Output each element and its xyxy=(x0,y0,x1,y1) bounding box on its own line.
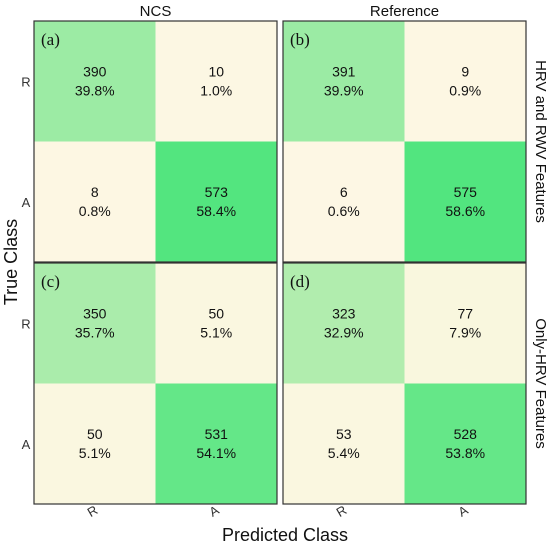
matrix-cell: 53 5.4% xyxy=(283,383,405,504)
cell-fill xyxy=(155,141,277,262)
y-axis-label: True Class xyxy=(1,219,21,305)
cell-count: 50 xyxy=(208,305,224,321)
cell-fill xyxy=(34,383,156,504)
row-title-1: HRV and RWV Features xyxy=(532,60,549,223)
matrix-cell: 391 39.9% xyxy=(283,21,405,142)
column-title-1: NCS xyxy=(140,3,172,20)
cell-fill xyxy=(34,21,156,142)
cell-fill xyxy=(404,263,526,384)
cell-percent: 1.0% xyxy=(200,82,232,98)
matrix-cell: 323 32.9% xyxy=(283,263,405,384)
cell-count: 8 xyxy=(91,184,99,200)
x-tick-label: R xyxy=(334,502,350,520)
panel-tag: (c) xyxy=(41,272,60,291)
column-title-2: Reference xyxy=(370,3,439,20)
cell-percent: 0.6% xyxy=(328,203,360,219)
matrix-cell: 573 58.4% xyxy=(155,141,277,262)
cell-fill xyxy=(155,263,277,384)
row-title-2: Only-HRV Features xyxy=(532,318,549,449)
cell-percent: 7.9% xyxy=(449,324,481,340)
cell-percent: 5.4% xyxy=(328,445,360,461)
cell-fill xyxy=(404,141,526,262)
panels: 390 39.8% 10 1.0% 8 0.8% 573 58.4% (a) 391 39.9% 9 0… xyxy=(33,20,527,505)
matrix-cell: 531 54.1% xyxy=(155,383,277,504)
x-axis-label: Predicted Class xyxy=(222,525,348,545)
matrix-cell: 50 5.1% xyxy=(155,263,277,384)
cell-count: 528 xyxy=(454,426,478,442)
cell-count: 50 xyxy=(87,426,103,442)
matrix-cell: 8 0.8% xyxy=(34,141,156,262)
cell-count: 350 xyxy=(83,305,107,321)
panel-border xyxy=(282,20,527,263)
cell-count: 390 xyxy=(83,63,107,79)
cell-percent: 0.9% xyxy=(449,82,481,98)
cell-percent: 35.7% xyxy=(75,324,115,340)
x-tick-label: A xyxy=(206,502,221,519)
panel-border xyxy=(33,20,278,263)
matrix-cell: 6 0.6% xyxy=(283,141,405,262)
matrix-cell: 350 35.7% xyxy=(34,263,156,384)
cell-fill xyxy=(155,383,277,504)
cell-fill xyxy=(283,141,405,262)
x-tick-label: A xyxy=(455,502,470,519)
y-tick-label: R xyxy=(21,74,30,89)
x-tick-label: R xyxy=(85,502,101,520)
cell-fill xyxy=(404,21,526,142)
matrix-cell: 50 5.1% xyxy=(34,383,156,504)
cell-fill xyxy=(283,383,405,504)
y-tick-label: A xyxy=(22,195,31,210)
matrix-cell: 390 39.8% xyxy=(34,21,156,142)
cell-count: 10 xyxy=(208,63,224,79)
cell-percent: 0.8% xyxy=(79,203,111,219)
panel-tag: (b) xyxy=(290,30,310,49)
panel-c: 350 35.7% 50 5.1% 50 5.1% 531 54.1% (c) xyxy=(33,262,278,505)
panel-border xyxy=(282,262,527,505)
cell-count: 53 xyxy=(336,426,352,442)
cell-count: 575 xyxy=(454,184,478,200)
cell-percent: 58.4% xyxy=(196,203,236,219)
panel-b: 391 39.9% 9 0.9% 6 0.6% 575 58.6% (b) xyxy=(282,20,527,263)
y-tick-label: A xyxy=(22,437,31,452)
cell-fill xyxy=(155,21,277,142)
panel-tag: (d) xyxy=(290,272,310,291)
panel-d: 323 32.9% 77 7.9% 53 5.4% 528 53.8% (d) xyxy=(282,262,527,505)
y-tick-label: R xyxy=(21,316,30,331)
cell-count: 391 xyxy=(332,63,356,79)
panel-a: 390 39.8% 10 1.0% 8 0.8% 573 58.4% (a) xyxy=(33,20,278,263)
cell-count: 6 xyxy=(340,184,348,200)
cell-percent: 53.8% xyxy=(445,445,485,461)
cell-count: 531 xyxy=(205,426,229,442)
cell-percent: 39.8% xyxy=(75,82,115,98)
matrix-cell: 9 0.9% xyxy=(404,21,526,142)
panel-tag: (a) xyxy=(41,30,60,49)
panel-border xyxy=(33,262,278,505)
cell-percent: 32.9% xyxy=(324,324,364,340)
matrix-cell: 77 7.9% xyxy=(404,263,526,384)
matrix-cell: 575 58.6% xyxy=(404,141,526,262)
cell-count: 9 xyxy=(461,63,469,79)
cell-percent: 39.9% xyxy=(324,82,364,98)
cell-count: 573 xyxy=(205,184,229,200)
matrix-cell: 528 53.8% xyxy=(404,383,526,504)
cell-fill xyxy=(34,263,156,384)
cell-fill xyxy=(283,21,405,142)
cell-percent: 54.1% xyxy=(196,445,236,461)
cell-fill xyxy=(34,141,156,262)
cell-count: 323 xyxy=(332,305,356,321)
cell-percent: 58.6% xyxy=(445,203,485,219)
matrix-cell: 10 1.0% xyxy=(155,21,277,142)
cell-fill xyxy=(404,383,526,504)
cell-percent: 5.1% xyxy=(200,324,232,340)
cell-fill xyxy=(283,263,405,384)
cell-count: 77 xyxy=(457,305,473,321)
cell-percent: 5.1% xyxy=(79,445,111,461)
